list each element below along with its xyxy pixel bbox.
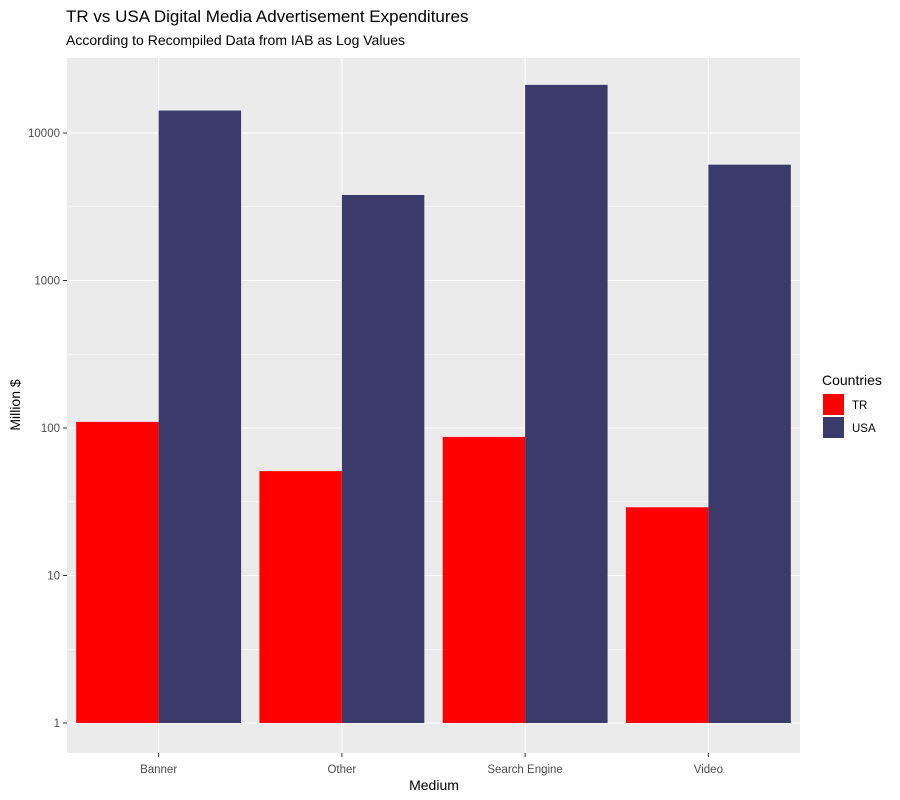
legend-key-usa [823,417,844,438]
bar-usa-search-engine [525,84,608,723]
bar-tr-banner [76,421,159,723]
y-tick-label: 1000 [34,276,60,288]
x-tick-label: Other [327,764,356,776]
bar-tr-video [625,507,709,723]
bar-tr-other [259,471,342,723]
x-tick-label: Banner [140,764,177,776]
x-tick-label: Video [694,764,723,776]
legend: Countries TR USA [822,372,882,438]
y-tick-label: 1 [54,718,60,730]
y-axis-title: Million $ [7,379,23,431]
chart-subtitle: According to Recompiled Data from IAB as… [66,32,405,48]
legend-title: Countries [822,372,882,388]
legend-label-usa: USA [852,423,876,435]
bars [76,84,791,724]
legend-key-tr [823,394,844,415]
x-tick-label: Search Engine [487,764,562,776]
x-axis-ticks: Banner Other Search Engine Video [140,753,723,776]
bar-tr-search-engine [442,436,526,723]
y-tick-label: 100 [41,423,60,435]
bar-usa-video [708,164,791,724]
bar-usa-banner [158,110,242,723]
y-axis-ticks: 1 10 100 1000 10000 [28,128,67,730]
legend-label-tr: TR [852,400,867,412]
y-tick-label: 10000 [28,128,60,140]
bar-usa-other [341,194,425,723]
chart-title: TR vs USA Digital Media Advertisement Ex… [66,7,469,26]
y-tick-label: 10 [47,571,60,583]
x-axis-title: Medium [409,777,459,793]
